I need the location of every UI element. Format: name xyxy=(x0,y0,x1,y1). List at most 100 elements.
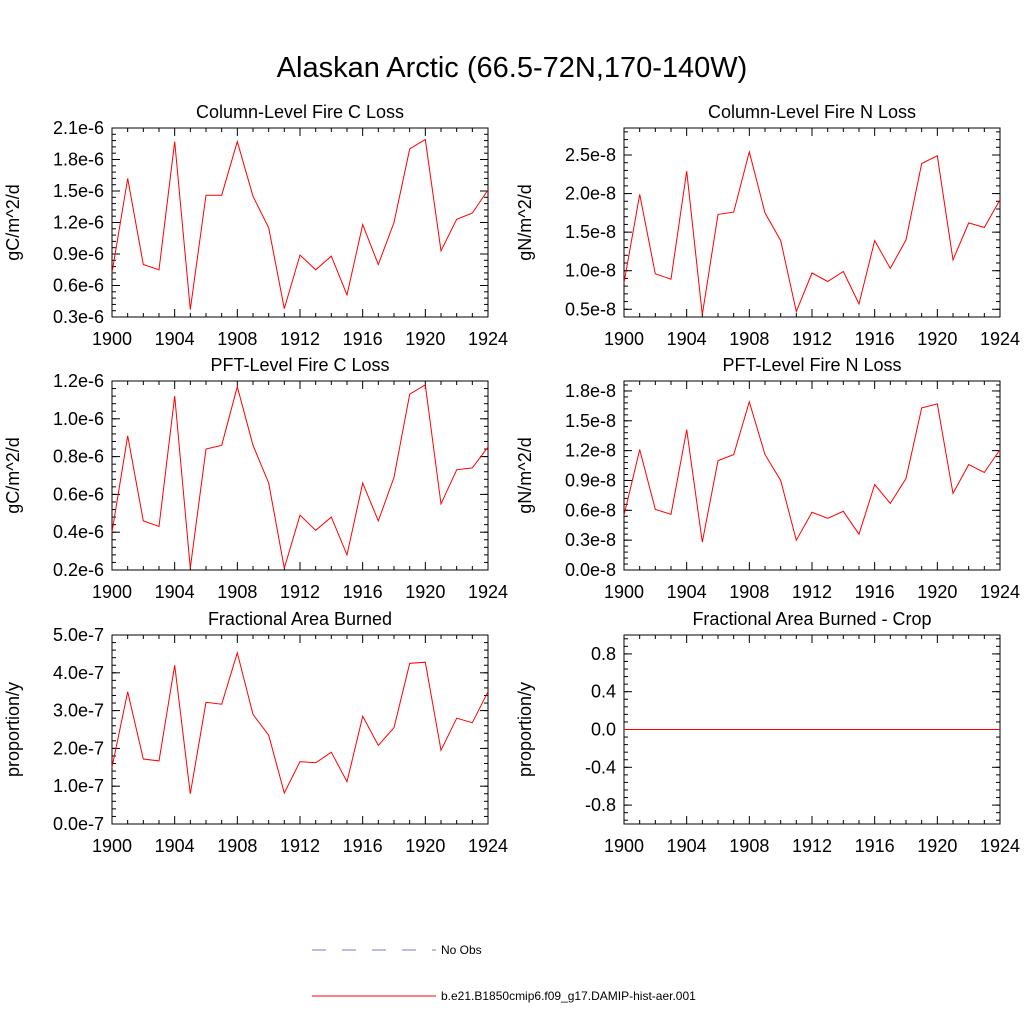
panel-3-ylabel: gC/m^2/d xyxy=(3,437,23,513)
panel-2-xtick-label: 1904 xyxy=(667,329,707,349)
panel-1-title: Column-Level Fire C Loss xyxy=(196,102,404,122)
panel-5-xtick-label: 1904 xyxy=(155,836,195,856)
panel-4-series-line xyxy=(623,400,1001,543)
panel-2-xtick-label: 1924 xyxy=(980,329,1020,349)
panel-1-xtick-label: 1924 xyxy=(468,329,508,349)
panel-4-ytick-label: 1.8e-8 xyxy=(565,381,616,401)
panel-3-xtick-label: 1912 xyxy=(280,582,320,602)
panel-3-series-line xyxy=(111,383,489,569)
panel-1-ytick-label: 0.9e-6 xyxy=(53,244,104,264)
panel-6-xtick-label: 1920 xyxy=(917,836,957,856)
panel-5-ytick-label: 4.0e-7 xyxy=(53,663,104,683)
panel-6-ytick-label: 0.0 xyxy=(591,720,616,740)
panel-5-xtick-label: 1900 xyxy=(92,836,132,856)
panel-3-ytick-label: 0.2e-6 xyxy=(53,560,104,580)
panel-3-xtick-label: 1908 xyxy=(217,582,257,602)
panel-1-ytick-label: 2.1e-6 xyxy=(53,118,104,138)
panel-4-frame xyxy=(623,380,1001,571)
panel-2-ylabel: gN/m^2/d xyxy=(515,184,535,260)
panel-6-ylabel: proportion/y xyxy=(515,682,535,777)
panel-3-ytick-label: 0.6e-6 xyxy=(53,484,104,504)
panel-5-ytick-label: 2.0e-7 xyxy=(53,738,104,758)
legend-label-obs: No Obs xyxy=(441,943,482,957)
panel-4-ytick-label: 0.3e-8 xyxy=(565,530,616,550)
panel-5-xtick-label: 1916 xyxy=(343,836,383,856)
panel-2-xtick-label: 1920 xyxy=(917,329,957,349)
main-title: Alaskan Arctic (66.5-72N,170-140W) xyxy=(276,52,748,84)
panel-3-xtick-label: 1916 xyxy=(343,582,383,602)
panel-2-xtick-label: 1916 xyxy=(855,329,895,349)
panel-6-xtick-label: 1924 xyxy=(980,836,1020,856)
panel-1-xtick-label: 1912 xyxy=(280,329,320,349)
panel-3-ytick-label: 1.0e-6 xyxy=(53,409,104,429)
panel-1-ytick-label: 0.6e-6 xyxy=(53,276,104,296)
panel-4-xtick-label: 1908 xyxy=(729,582,769,602)
panel-4-xtick-label: 1912 xyxy=(792,582,832,602)
panel-2-ytick-label: 1.0e-8 xyxy=(565,261,616,281)
panel-6-xtick-label: 1900 xyxy=(604,836,644,856)
panel-4-xtick-label: 1924 xyxy=(980,582,1020,602)
panel-5-series-line xyxy=(111,650,489,795)
panel-6-ytick-label: -0.4 xyxy=(585,757,616,777)
panel-3-xtick-label: 1900 xyxy=(92,582,132,602)
panel-4-ylabel: gN/m^2/d xyxy=(515,437,535,513)
panel-5-ytick-label: 0.0e-7 xyxy=(53,814,104,834)
legend-label-model: b.e21.B1850cmip6.f09_g17.DAMIP-hist-aer.… xyxy=(441,989,696,1003)
panel-2-ytick-label: 0.5e-8 xyxy=(565,299,616,319)
panel-4-ytick-label: 1.5e-8 xyxy=(565,411,616,431)
panel-4-ytick-label: 1.2e-8 xyxy=(565,441,616,461)
panel-6-xtick-label: 1916 xyxy=(855,836,895,856)
panel-1-xtick-label: 1908 xyxy=(217,329,257,349)
panel-4-xtick-label: 1900 xyxy=(604,582,644,602)
panel-5-ytick-label: 3.0e-7 xyxy=(53,701,104,721)
panel-6-xtick-label: 1912 xyxy=(792,836,832,856)
panel-3-xtick-label: 1904 xyxy=(155,582,195,602)
panel-6-xtick-label: 1908 xyxy=(729,836,769,856)
panel-3-ytick-label: 1.2e-6 xyxy=(53,371,104,391)
panel-3-ytick-label: 0.4e-6 xyxy=(53,522,104,542)
panel-3-xtick-label: 1920 xyxy=(405,582,445,602)
panel-4-title: PFT-Level Fire N Loss xyxy=(722,355,901,375)
panel-1-series-line xyxy=(111,138,489,310)
panel-2-frame xyxy=(623,127,1001,318)
panel-2-title: Column-Level Fire N Loss xyxy=(708,102,916,122)
panel-1-xtick-label: 1920 xyxy=(405,329,445,349)
panel-5-xtick-label: 1924 xyxy=(468,836,508,856)
panel-1-xtick-label: 1916 xyxy=(343,329,383,349)
panel-1-ytick-label: 1.5e-6 xyxy=(53,181,104,201)
panel-2-ytick-label: 2.5e-8 xyxy=(565,145,616,165)
panel-5-ylabel: proportion/y xyxy=(3,682,23,777)
panel-2-series-line xyxy=(623,149,1001,315)
panel-2-ytick-label: 1.5e-8 xyxy=(565,222,616,242)
panel-6-ytick-label: 0.4 xyxy=(591,682,616,702)
panel-5-ytick-label: 5.0e-7 xyxy=(53,625,104,645)
panel-1-ytick-label: 1.2e-6 xyxy=(53,213,104,233)
panel-2-xtick-label: 1900 xyxy=(604,329,644,349)
panel-3-title: PFT-Level Fire C Loss xyxy=(210,355,389,375)
panel-4-ytick-label: 0.6e-8 xyxy=(565,500,616,520)
panel-6-ytick-label: 0.8 xyxy=(591,644,616,664)
panel-3-xtick-label: 1924 xyxy=(468,582,508,602)
panel-6-title: Fractional Area Burned - Crop xyxy=(692,609,931,629)
panel-5-frame xyxy=(111,634,489,825)
panel-3-ytick-label: 0.8e-6 xyxy=(53,447,104,467)
panel-1-ylabel: gC/m^2/d xyxy=(3,184,23,260)
panel-1-ytick-label: 0.3e-6 xyxy=(53,307,104,327)
panel-3-frame xyxy=(111,380,489,571)
panel-6-xtick-label: 1904 xyxy=(667,836,707,856)
panel-5-xtick-label: 1908 xyxy=(217,836,257,856)
panel-2-ytick-label: 2.0e-8 xyxy=(565,184,616,204)
panel-4-xtick-label: 1904 xyxy=(667,582,707,602)
panel-1-xtick-label: 1900 xyxy=(92,329,132,349)
panel-4-xtick-label: 1920 xyxy=(917,582,957,602)
panel-4-ytick-label: 0.0e-8 xyxy=(565,560,616,580)
panel-5-ytick-label: 1.0e-7 xyxy=(53,776,104,796)
panel-2-xtick-label: 1908 xyxy=(729,329,769,349)
panel-1-xtick-label: 1904 xyxy=(155,329,195,349)
panel-5-title: Fractional Area Burned xyxy=(208,609,392,629)
panel-5-xtick-label: 1912 xyxy=(280,836,320,856)
panel-5-xtick-label: 1920 xyxy=(405,836,445,856)
panel-6-ytick-label: -0.8 xyxy=(585,795,616,815)
panel-1-ytick-label: 1.8e-6 xyxy=(53,150,104,170)
